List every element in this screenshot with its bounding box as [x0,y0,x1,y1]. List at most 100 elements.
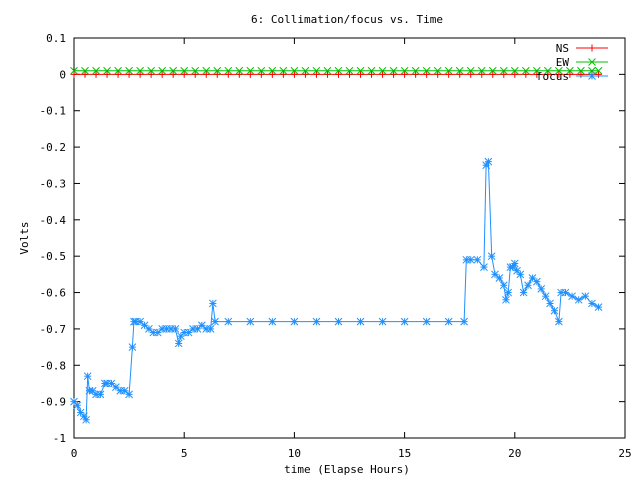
data-point [544,66,552,75]
data-point [356,317,365,326]
data-point [290,66,299,75]
data-point [433,66,442,75]
data-point [401,70,409,78]
x-tick-label: 5 [181,447,188,460]
data-point [574,295,583,304]
data-point [460,317,468,326]
data-point [555,66,563,75]
data-point [136,66,144,75]
data-point [522,70,530,78]
y-tick-label: -0.2 [40,141,67,154]
data-point [345,66,354,75]
legend-label-ns: NS [556,42,569,55]
data-point [334,70,342,78]
data-point [422,66,431,75]
data-point [524,281,532,290]
data-point [213,70,221,78]
data-point [456,70,464,78]
data-point [489,70,497,78]
data-point [158,66,167,75]
data-point [140,321,149,330]
data-point [378,66,387,75]
series-line-focus [73,159,599,422]
data-point [533,70,541,78]
data-point [368,70,376,78]
data-point [484,157,493,166]
data-point [174,339,183,348]
data-point [510,259,519,268]
data-point [480,263,488,271]
data-point [96,390,105,399]
x-axis: 0 5 10 15 20 25 [71,38,632,460]
plot-area-frame [73,37,626,439]
data-point [495,274,504,282]
x-tick-label: 0 [71,447,78,460]
data-point [487,252,496,261]
data-point [499,281,508,290]
data-point [279,66,288,75]
data-point [488,66,497,75]
data-point [312,317,321,326]
data-point [594,303,603,311]
data-point [268,317,277,326]
data-point [444,66,453,75]
data-point [158,70,166,78]
data-point [82,415,90,424]
data-point [555,317,563,326]
series-ew [70,66,603,75]
data-point [290,317,299,326]
data-point [301,70,309,78]
data-point [511,70,519,78]
data-point [577,70,585,78]
data-point [400,66,409,75]
data-point [378,317,387,326]
data-point [477,66,486,75]
x-axis-label: time (Elapse Hours) [284,463,410,476]
data-point [478,70,486,78]
data-point [191,66,200,75]
data-point [301,66,310,75]
data-point [334,317,343,326]
data-point [561,288,570,297]
data-point [423,70,431,78]
data-point [334,66,343,75]
data-point [323,70,331,78]
data-point [224,70,232,78]
data-point [202,66,211,75]
data-point [532,66,541,75]
data-point [546,299,554,308]
data-point [257,70,265,78]
data-point [120,386,129,395]
data-point [499,66,508,75]
data-point [555,70,563,78]
data-point [206,325,215,333]
data-point [103,70,111,78]
data-point [521,66,530,75]
y-tick-label: -0.1 [40,105,67,118]
data-point [519,288,528,297]
data-point [356,66,365,75]
data-point [211,317,219,326]
data-point [577,66,585,75]
data-point [367,66,376,75]
data-point [81,66,89,75]
data-point [541,292,550,301]
data-point [246,317,255,326]
data-point [445,70,453,78]
data-point [202,70,210,78]
data-point [357,70,365,78]
data-point [466,255,475,264]
data-point [125,66,133,75]
series-focus [70,157,603,424]
data-point [516,270,525,279]
x-tick-label: 20 [508,447,521,460]
data-point [73,401,82,410]
data-point [128,343,137,351]
data-point [491,270,499,279]
data-point [171,325,180,333]
data-point [390,70,398,78]
data-point [180,70,188,78]
y-tick-label: -0.4 [40,214,67,227]
series-layer [70,66,603,424]
